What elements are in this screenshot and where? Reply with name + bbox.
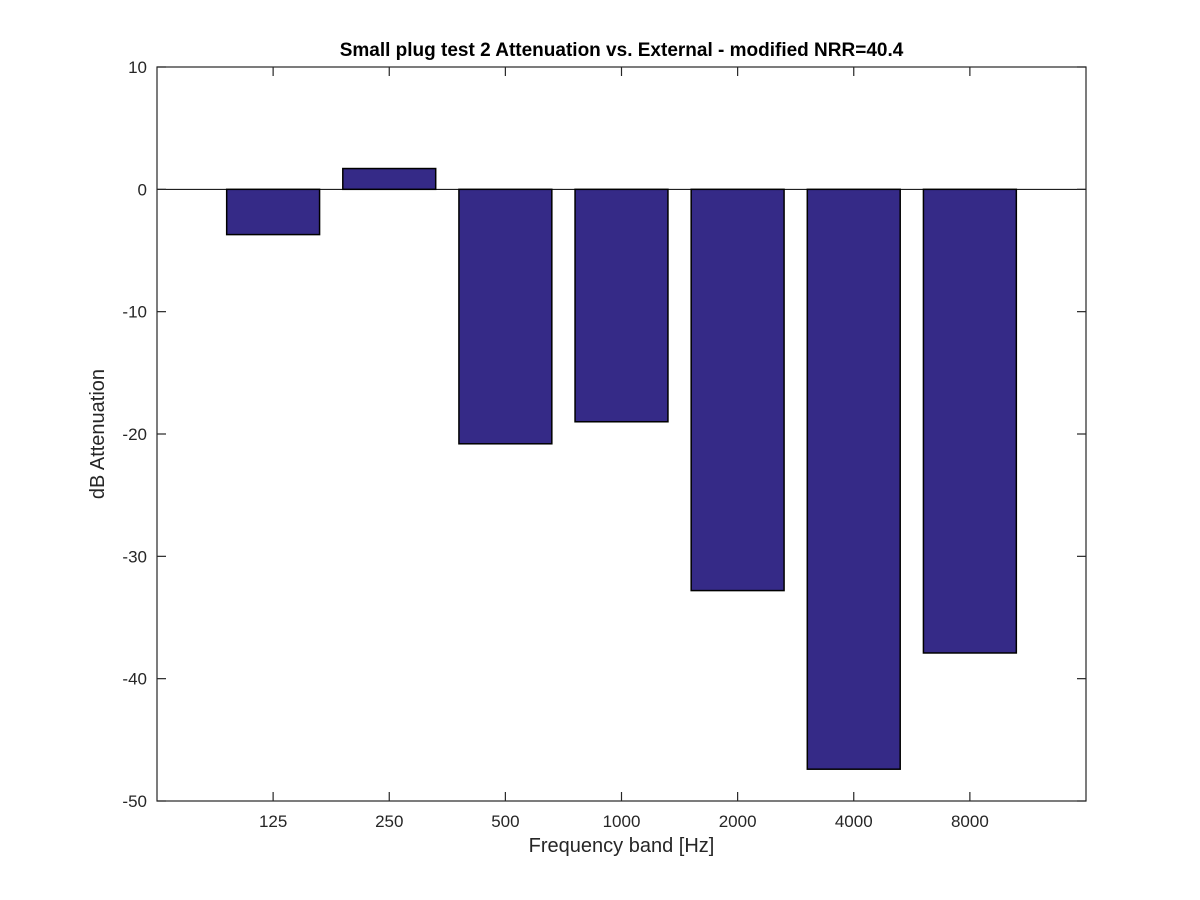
y-tick-label: 10: [128, 58, 147, 77]
labels-layer: Small plug test 2 Attenuation vs. Extern…: [87, 40, 904, 857]
y-tick-label: -10: [122, 303, 147, 322]
x-tick-label: 500: [491, 812, 519, 831]
chart-title: Small plug test 2 Attenuation vs. Extern…: [340, 40, 904, 61]
y-tick-label: 0: [138, 180, 147, 199]
x-tick-label: 125: [259, 812, 287, 831]
y-axis-label: dB Attenuation: [87, 369, 109, 499]
x-tick-label: 4000: [835, 812, 873, 831]
bar-2000: [690, 188, 785, 592]
bar-250: [342, 167, 437, 191]
x-tick-label: 1000: [603, 812, 641, 831]
bar-500: [458, 188, 553, 445]
bar-8000: [922, 188, 1018, 654]
y-tick-label: -40: [122, 670, 147, 689]
bars-layer: [225, 167, 1018, 770]
bar-1000: [574, 188, 669, 423]
y-tick-label: -30: [122, 547, 147, 566]
x-tick-label: 250: [375, 812, 403, 831]
bar-4000: [806, 188, 901, 770]
x-axis-label: Frequency band [Hz]: [529, 835, 715, 857]
axes-layer: 10 0 -10 -20 -30 -40 -50 125 250 500 1000 2000 4000 8…: [122, 58, 1087, 831]
y-tick-label: -20: [122, 425, 147, 444]
x-tick-label: 8000: [951, 812, 989, 831]
y-tick-label: -50: [122, 792, 147, 811]
x-tick-label: 2000: [719, 812, 757, 831]
bar-125: [225, 188, 321, 236]
